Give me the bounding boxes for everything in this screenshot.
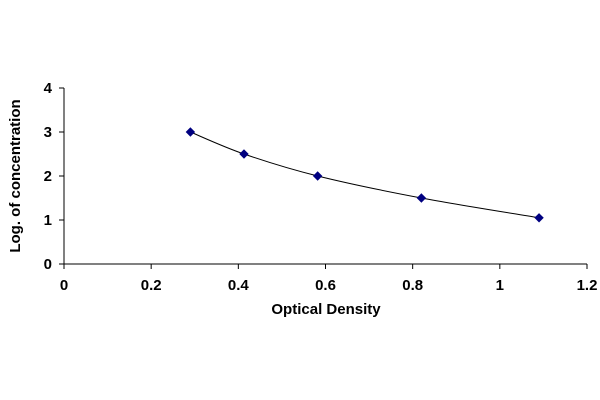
x-tick-label: 0.8 (402, 277, 423, 294)
y-tick-label: 3 (44, 124, 52, 141)
x-tick-label: 1.2 (577, 277, 598, 294)
x-axis-ticks: 0 0.2 0.4 0.6 0.8 1 1.2 (60, 264, 598, 294)
x-tick-label: 0.6 (315, 277, 336, 294)
data-point (534, 213, 544, 223)
y-tick-label: 0 (44, 256, 52, 273)
plot-area: 0 0.2 0.4 0.6 0.8 1 1.2 0 1 2 3 4 (44, 80, 598, 294)
x-axis-title: Optical Density (271, 301, 381, 318)
y-tick-label: 4 (44, 80, 53, 97)
x-tick-label: 1 (496, 277, 504, 294)
series-curve (190, 131, 540, 219)
x-tick-label: 0 (60, 277, 68, 294)
data-point (312, 171, 323, 181)
data-point (416, 193, 427, 203)
data-point (239, 149, 249, 159)
x-tick-label: 0.4 (228, 277, 250, 294)
y-axis-title: Log. of concentration (7, 99, 24, 252)
y-axis-ticks: 0 1 2 3 4 (44, 80, 64, 273)
data-point (185, 127, 196, 137)
x-tick-label: 0.2 (141, 277, 162, 294)
y-tick-label: 2 (44, 168, 52, 185)
y-tick-label: 1 (44, 212, 52, 229)
series-points (185, 127, 544, 223)
